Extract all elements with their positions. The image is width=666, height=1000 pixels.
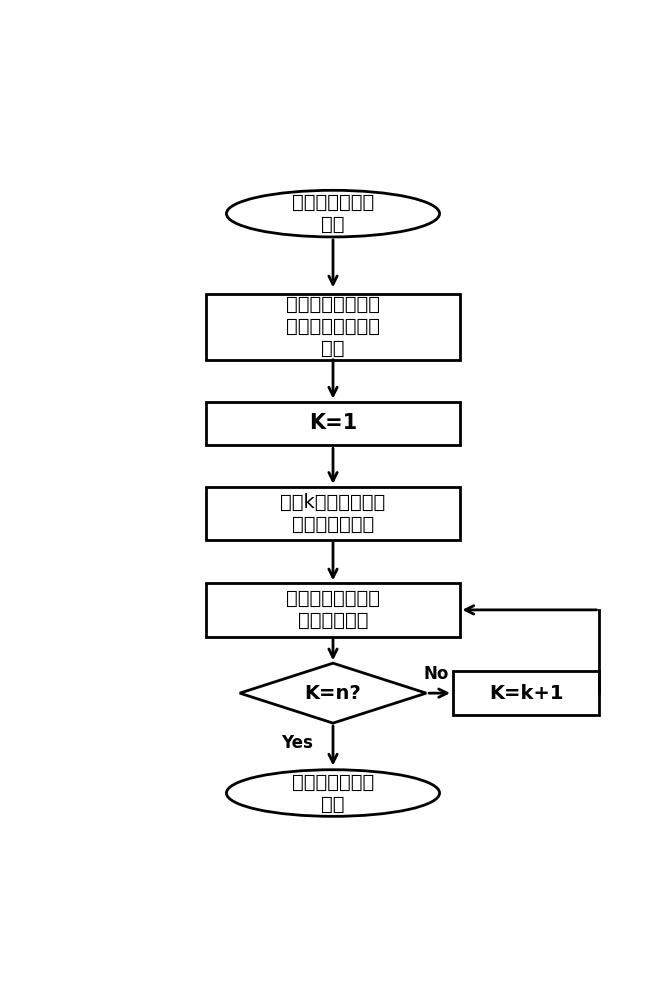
Polygon shape — [240, 663, 426, 723]
Ellipse shape — [226, 770, 440, 816]
Text: K=k+1: K=k+1 — [489, 684, 563, 703]
Text: 根据父亲节点信息
组建上层节点: 根据父亲节点信息 组建上层节点 — [286, 589, 380, 630]
Text: No: No — [424, 665, 449, 683]
Text: Yes: Yes — [281, 734, 313, 752]
FancyBboxPatch shape — [206, 402, 460, 445]
FancyBboxPatch shape — [453, 671, 599, 715]
Text: K=n?: K=n? — [304, 684, 362, 703]
Text: 构建分层故障树
完毕: 构建分层故障树 完毕 — [292, 773, 374, 814]
FancyBboxPatch shape — [206, 583, 460, 637]
FancyBboxPatch shape — [206, 487, 460, 540]
Text: 构建分层故障树
开始: 构建分层故障树 开始 — [292, 193, 374, 234]
Text: 先根遍历故障树，
分层保存节点到数
组中: 先根遍历故障树， 分层保存节点到数 组中 — [286, 295, 380, 358]
Text: 从第k层数组开始，
构建分层故障树: 从第k层数组开始， 构建分层故障树 — [280, 493, 386, 534]
Text: K=1: K=1 — [309, 413, 357, 433]
Ellipse shape — [226, 190, 440, 237]
FancyBboxPatch shape — [206, 294, 460, 360]
